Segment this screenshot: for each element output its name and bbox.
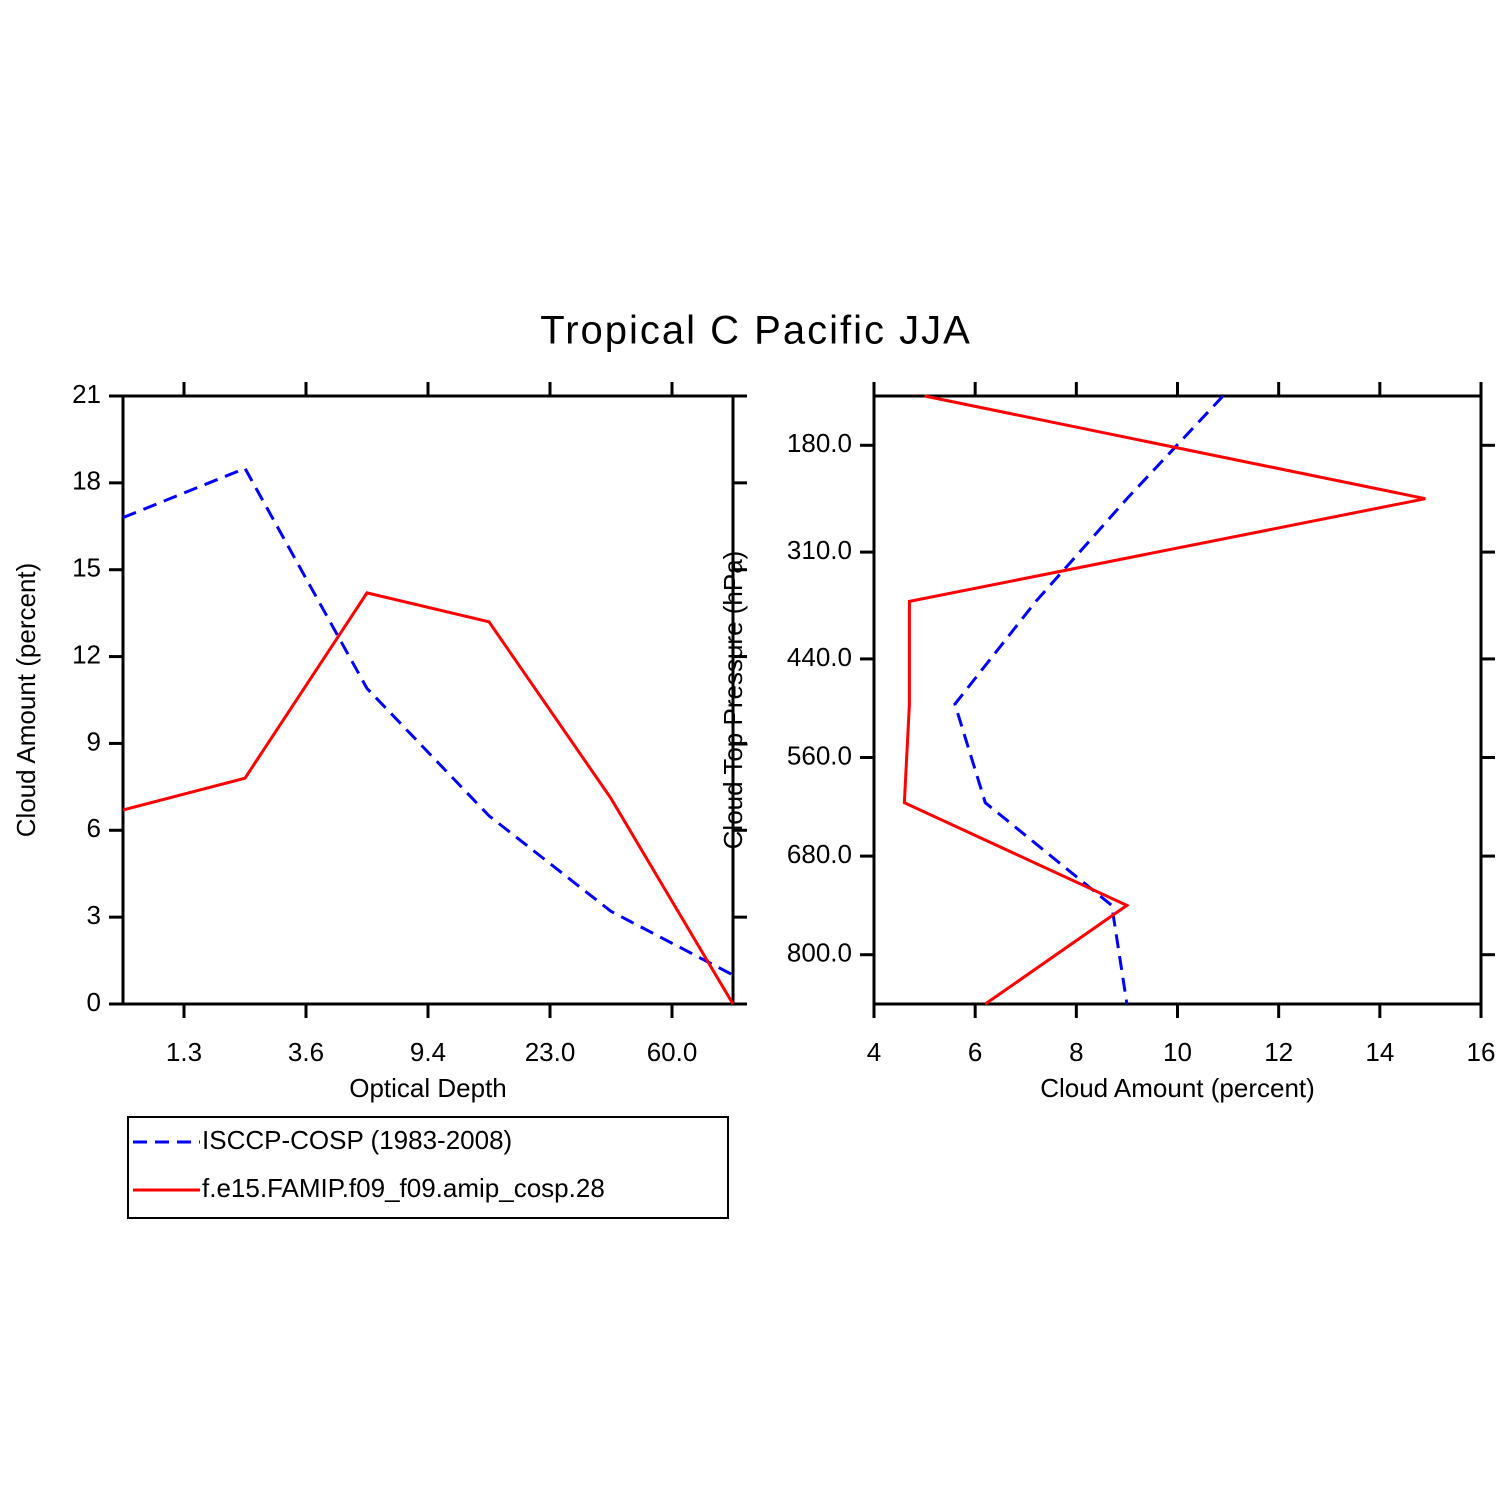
x-tick-label: 12 [1264, 1037, 1293, 1067]
legend-label: f.e15.FAMIP.f09_f09.amip_cosp.28 [202, 1173, 605, 1203]
legend-label: ISCCP-COSP (1983-2008) [202, 1125, 512, 1155]
y-tick-label: 310.0 [787, 535, 852, 565]
y-tick-label: 800.0 [787, 938, 852, 968]
y-tick-label: 21 [72, 379, 101, 409]
x-tick-label: 9.4 [410, 1037, 446, 1067]
x-tick-label: 16 [1467, 1037, 1496, 1067]
figure-title: Tropical C Pacific JJA [540, 309, 972, 353]
y-tick-label: 180.0 [787, 428, 852, 458]
x-tick-label: 10 [1163, 1037, 1192, 1067]
y-tick-label: 15 [72, 553, 101, 583]
series-line [902, 394, 1426, 1006]
x-tick-label: 4 [867, 1037, 881, 1067]
x-axis-label: Optical Depth [349, 1073, 507, 1103]
legend-box [127, 1116, 729, 1219]
x-tick-label: 1.3 [166, 1037, 202, 1067]
y-axis-label: Cloud Top Pressure (hPa) [718, 551, 748, 850]
y-tick-label: 0 [87, 987, 101, 1017]
series-line [953, 394, 1225, 1005]
y-tick-label: 12 [72, 639, 101, 669]
x-tick-label: 6 [968, 1037, 982, 1067]
y-tick-label: 18 [72, 466, 101, 496]
x-tick-label: 23.0 [525, 1037, 576, 1067]
y-tick-label: 9 [87, 726, 101, 756]
x-tick-label: 3.6 [288, 1037, 324, 1067]
plot-frame [872, 394, 1483, 1006]
x-tick-label: 8 [1069, 1037, 1083, 1067]
y-tick-label: 560.0 [787, 740, 852, 770]
series-line [122, 591, 735, 1005]
y-tick-label: 440.0 [787, 642, 852, 672]
y-tick-label: 6 [87, 813, 101, 843]
y-tick-label: 680.0 [787, 839, 852, 869]
y-tick-label: 3 [87, 900, 101, 930]
series-line [122, 466, 734, 977]
plot-frame [121, 394, 735, 1006]
x-tick-label: 14 [1365, 1037, 1394, 1067]
y-axis-label: Cloud Amount (percent) [11, 563, 41, 838]
x-tick-label: 60.0 [647, 1037, 698, 1067]
x-axis-label: Cloud Amount (percent) [1040, 1073, 1315, 1103]
